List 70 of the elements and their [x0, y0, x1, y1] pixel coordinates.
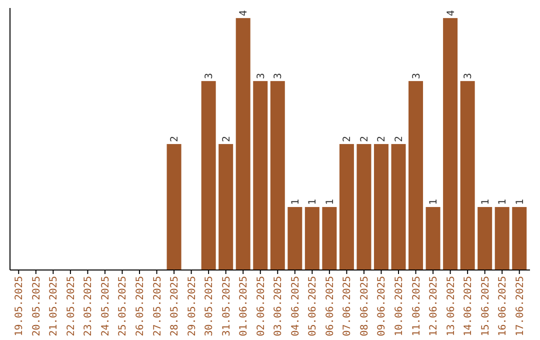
bar: [443, 18, 458, 270]
bar: [304, 207, 320, 270]
x-tick-label: 26.05.2025: [135, 276, 146, 336]
bar: [356, 144, 372, 270]
data-label: 3: [273, 73, 284, 80]
x-tick-label: 25.05.2025: [118, 276, 129, 336]
x-tick-label: 15.06.2025: [480, 276, 492, 336]
data-label: 1: [290, 198, 302, 206]
bar: [201, 81, 216, 270]
x-tick-label: 21.05.2025: [48, 276, 60, 336]
bar: [460, 81, 475, 270]
x-tick-label: 28.05.2025: [170, 276, 181, 336]
bar: [236, 18, 250, 270]
data-label: 4: [446, 10, 457, 16]
x-tick-label: 02.06.2025: [256, 276, 267, 336]
data-label: 1: [308, 198, 319, 206]
data-label: 1: [514, 198, 526, 206]
bar: [374, 144, 388, 270]
data-label: 1: [498, 198, 509, 206]
bar: [391, 144, 406, 270]
x-tick-label: 22.05.2025: [66, 276, 77, 336]
x-tick-label: 16.06.2025: [498, 276, 509, 336]
bar: [322, 207, 337, 270]
data-label: 2: [170, 136, 181, 142]
x-tick-label: 19.05.2025: [14, 276, 26, 336]
x-tick-label: 06.06.2025: [324, 276, 336, 336]
data-label: 2: [342, 136, 354, 142]
bar: [426, 207, 440, 270]
bar: [339, 144, 354, 270]
x-tick-label: 20.05.2025: [31, 276, 42, 336]
bar: [494, 207, 510, 270]
x-tick-label: 01.06.2025: [238, 276, 250, 336]
bar: [166, 144, 182, 270]
bar: [408, 81, 424, 270]
data-label: 2: [359, 136, 370, 142]
data-label: 3: [463, 73, 474, 80]
x-tick-label: 17.06.2025: [514, 276, 526, 336]
x-tick-label: 13.06.2025: [446, 276, 457, 336]
bar: [253, 81, 268, 270]
bar: [270, 81, 285, 270]
x-tick-label: 12.06.2025: [428, 276, 440, 336]
x-tick-label: 09.06.2025: [376, 276, 388, 336]
bar: [218, 144, 234, 270]
data-label: 1: [480, 198, 492, 206]
x-tick-label: 14.06.2025: [463, 276, 474, 336]
data-label: 2: [394, 136, 405, 142]
data-label: 1: [324, 198, 336, 206]
x-tick-label: 04.06.2025: [290, 276, 302, 336]
bar: [478, 207, 492, 270]
x-tick-label: 27.05.2025: [152, 276, 164, 336]
bar: [512, 207, 527, 270]
x-tick-label: 08.06.2025: [359, 276, 370, 336]
x-tick-label: 29.05.2025: [186, 276, 198, 336]
data-label: 2: [376, 136, 388, 142]
x-tick-label: 03.06.2025: [273, 276, 284, 336]
x-tick-label: 24.05.2025: [100, 276, 112, 336]
bar: [288, 207, 302, 270]
x-tick-label: 07.06.2025: [342, 276, 354, 336]
x-tick-label: 11.06.2025: [411, 276, 422, 336]
x-tick-label: 05.06.2025: [308, 276, 319, 336]
x-tick-label: 31.05.2025: [221, 276, 232, 336]
data-label: 2: [221, 136, 232, 142]
data-label: 4: [238, 10, 250, 16]
x-tick-label: 30.05.2025: [204, 276, 216, 336]
data-label: 3: [256, 73, 267, 80]
x-tick-label: 23.05.2025: [83, 276, 94, 336]
x-tick-label: 10.06.2025: [394, 276, 405, 336]
data-label: 1: [428, 198, 440, 206]
data-label: 3: [411, 73, 422, 80]
data-label: 3: [204, 73, 216, 80]
